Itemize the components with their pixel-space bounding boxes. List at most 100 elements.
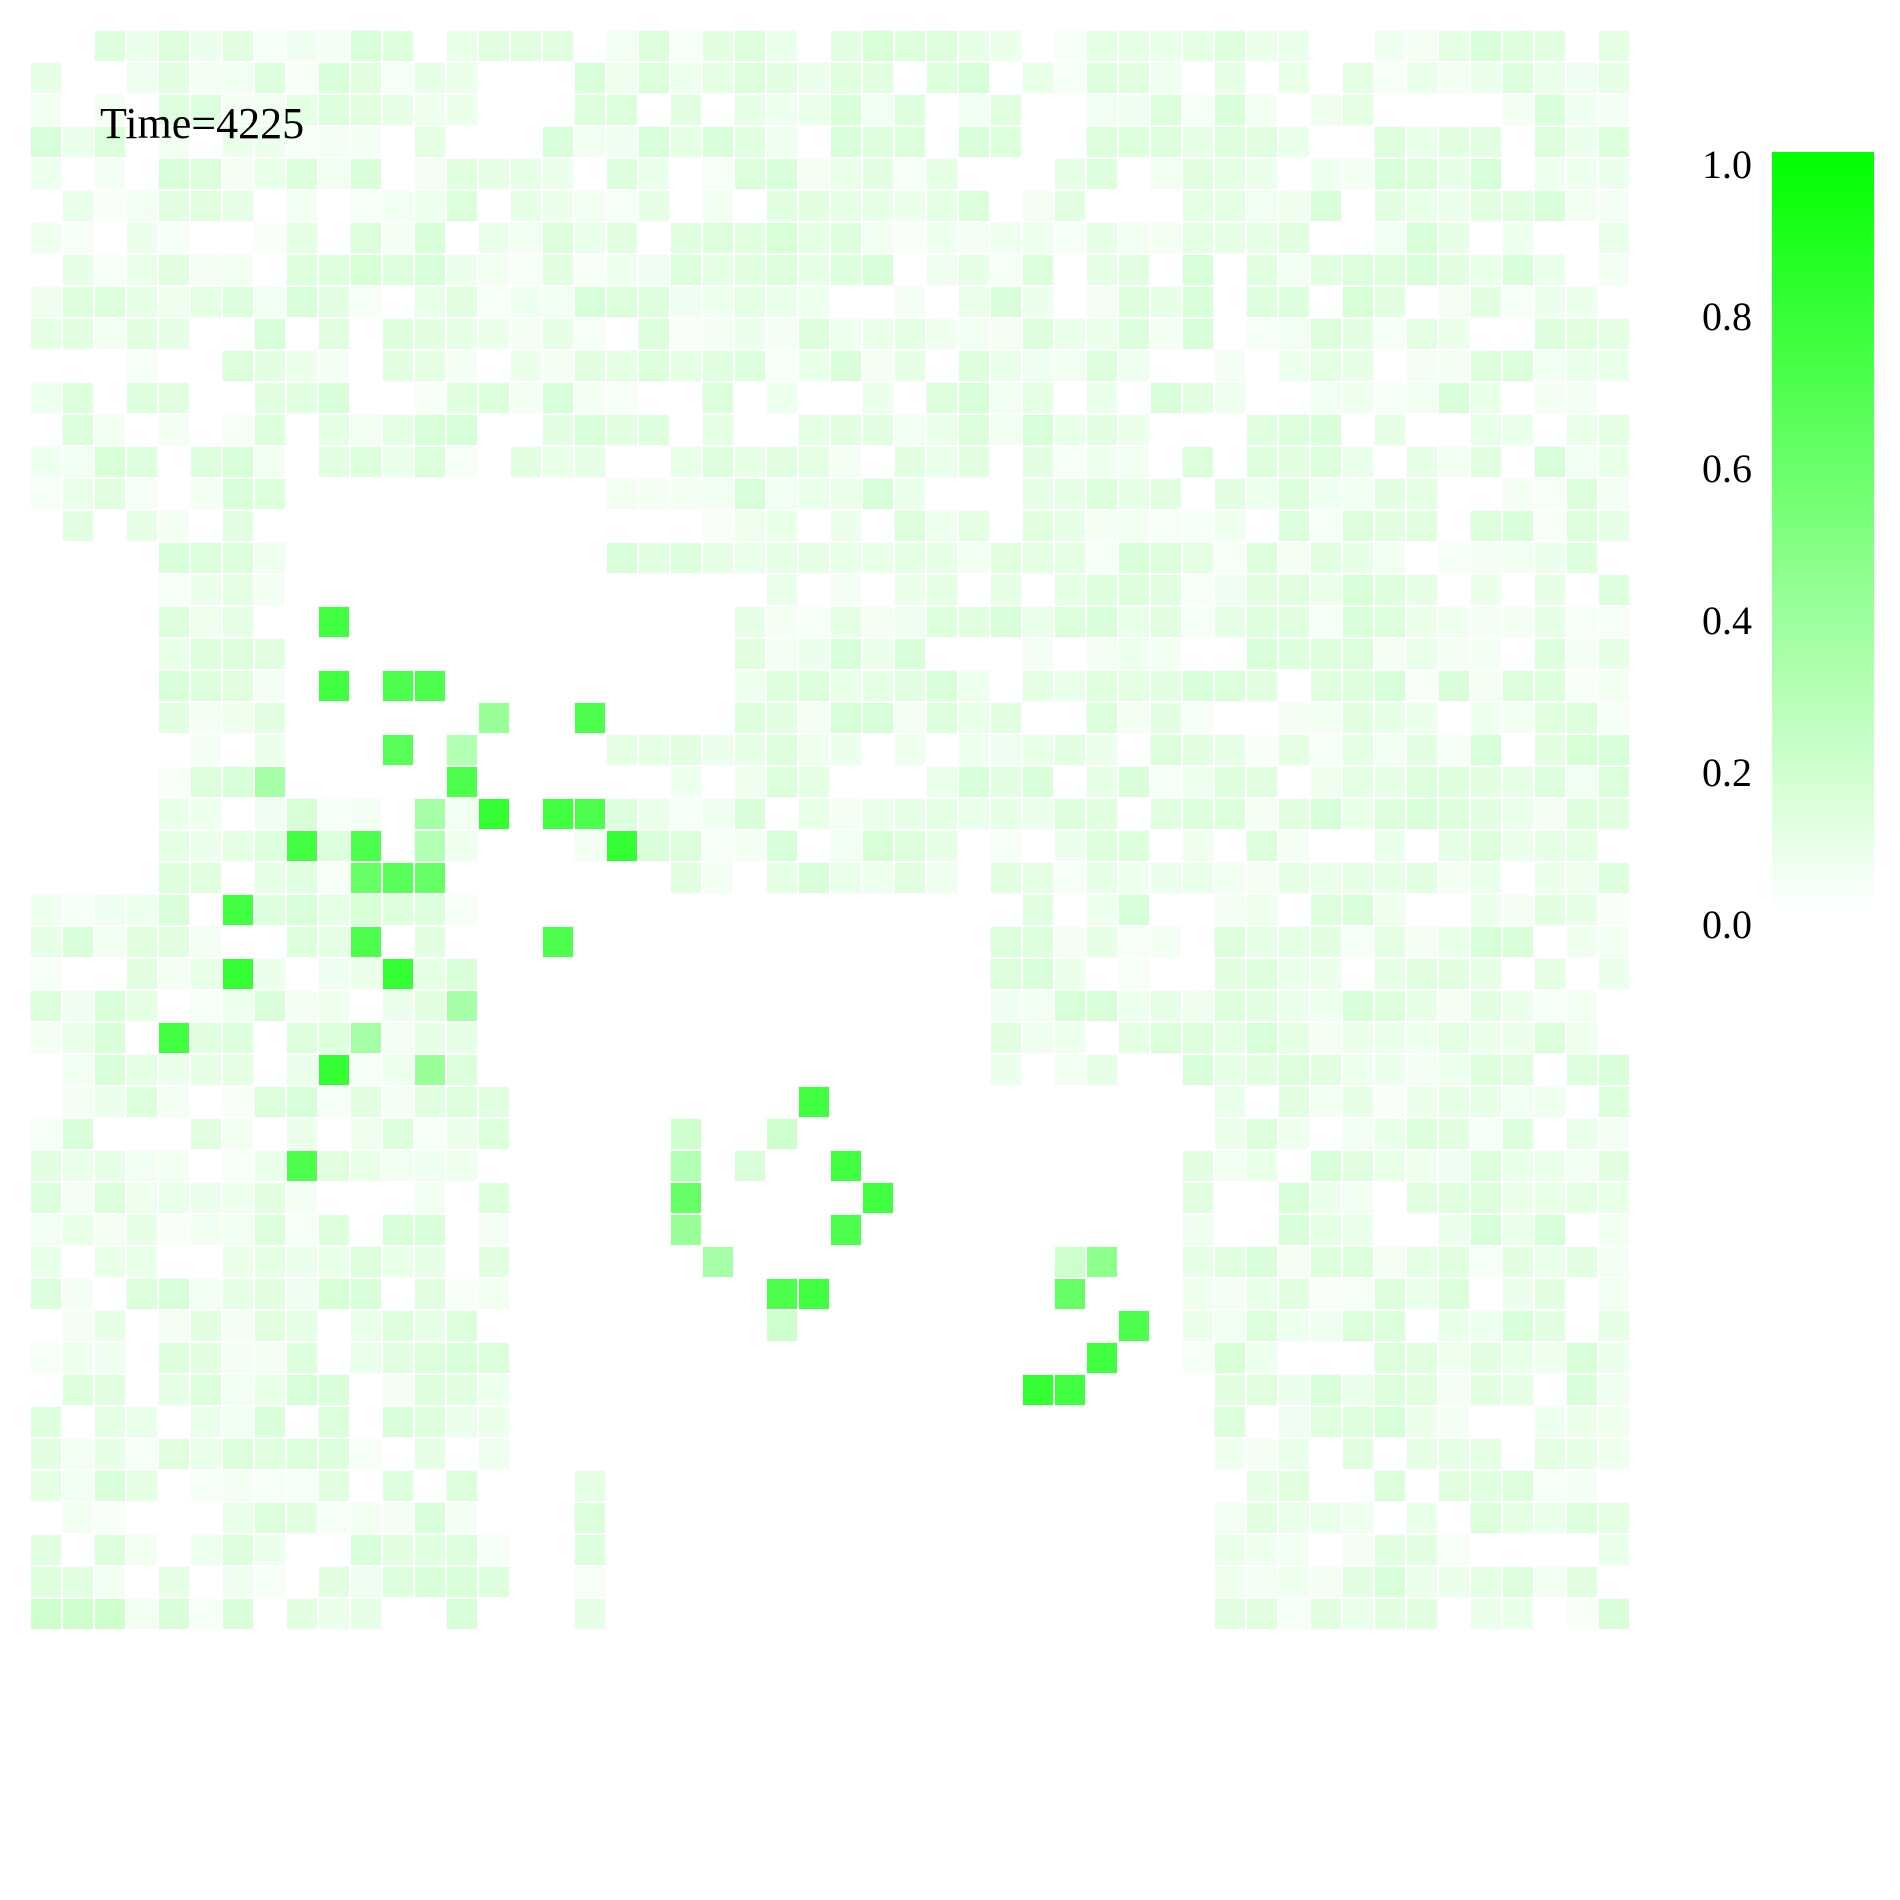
heatmap-cell — [159, 1183, 189, 1213]
heatmap-cell — [1023, 799, 1053, 829]
heatmap-cell — [319, 671, 349, 701]
heatmap-cell — [1599, 63, 1629, 93]
heatmap-cell — [1055, 1055, 1085, 1085]
heatmap-cell — [127, 1055, 157, 1085]
heatmap-cell — [1407, 1183, 1437, 1213]
heatmap-cell — [1407, 1023, 1437, 1053]
heatmap-cell — [671, 223, 701, 253]
heatmap-cell — [1023, 895, 1053, 925]
heatmap-cell — [95, 1311, 125, 1341]
heatmap-cell — [63, 1055, 93, 1085]
heatmap-cell — [31, 1183, 61, 1213]
heatmap-cell — [31, 959, 61, 989]
heatmap-cell — [383, 31, 413, 61]
heatmap-cell — [735, 127, 765, 157]
colorbar-tick-label: 0.2 — [1702, 750, 1752, 795]
heatmap-cell — [767, 191, 797, 221]
heatmap-cell — [351, 831, 381, 861]
heatmap-cell — [1151, 639, 1181, 669]
heatmap-cell — [383, 1215, 413, 1245]
heatmap-cell — [927, 799, 957, 829]
heatmap-cell — [991, 607, 1021, 637]
heatmap-cell — [319, 447, 349, 477]
heatmap-cell — [1087, 831, 1117, 861]
heatmap-cell — [1567, 831, 1597, 861]
heatmap-cell — [1375, 255, 1405, 285]
heatmap-cell — [895, 703, 925, 733]
heatmap-cell — [191, 863, 221, 893]
heatmap-cell — [95, 479, 125, 509]
heatmap-cell — [1599, 319, 1629, 349]
heatmap-cell — [127, 1279, 157, 1309]
heatmap-cell — [223, 671, 253, 701]
heatmap-cell — [447, 1471, 477, 1501]
heatmap-cell — [1439, 639, 1469, 669]
heatmap-cell — [95, 1215, 125, 1245]
heatmap-cell — [223, 1375, 253, 1405]
heatmap-cell — [1087, 479, 1117, 509]
heatmap-cell — [1567, 95, 1597, 125]
heatmap-cell — [1503, 511, 1533, 541]
heatmap-cell — [671, 1215, 701, 1245]
heatmap-cell — [1279, 831, 1309, 861]
heatmap-cell — [895, 351, 925, 381]
heatmap-cell — [223, 1535, 253, 1565]
heatmap-cell — [1439, 1023, 1469, 1053]
heatmap-cell — [927, 831, 957, 861]
heatmap-cell — [1439, 863, 1469, 893]
heatmap-cell — [1183, 223, 1213, 253]
heatmap-cell — [127, 1535, 157, 1565]
heatmap-cell — [1439, 127, 1469, 157]
heatmap-cell — [1375, 1087, 1405, 1117]
heatmap-cell — [543, 447, 573, 477]
heatmap-cell — [479, 319, 509, 349]
heatmap-cell — [63, 319, 93, 349]
heatmap-cell — [639, 799, 669, 829]
heatmap-cell — [1247, 895, 1277, 925]
heatmap-cell — [191, 575, 221, 605]
heatmap-cell — [159, 1215, 189, 1245]
heatmap-cell — [863, 319, 893, 349]
heatmap-cell — [1055, 1279, 1085, 1309]
heatmap-cell — [95, 1055, 125, 1085]
heatmap-cell — [1599, 1503, 1629, 1533]
heatmap-cell — [1535, 383, 1565, 413]
heatmap-cell — [831, 127, 861, 157]
heatmap-cell — [1535, 767, 1565, 797]
heatmap-cell — [383, 1087, 413, 1117]
heatmap-cell — [863, 415, 893, 445]
heatmap-cell — [1535, 159, 1565, 189]
heatmap-cell — [383, 735, 413, 765]
heatmap-cell — [1375, 895, 1405, 925]
heatmap-cell — [415, 927, 445, 957]
heatmap-cell — [1247, 1023, 1277, 1053]
heatmap-cell — [991, 959, 1021, 989]
heatmap-cell — [447, 1087, 477, 1117]
heatmap-cell — [575, 799, 605, 829]
heatmap-cell — [1215, 1023, 1245, 1053]
heatmap-cell — [223, 959, 253, 989]
heatmap-cell — [31, 383, 61, 413]
heatmap-cell — [1407, 1087, 1437, 1117]
heatmap-cell — [319, 895, 349, 925]
heatmap-cell — [735, 479, 765, 509]
heatmap-cell — [639, 543, 669, 573]
heatmap-cell — [63, 1439, 93, 1469]
heatmap-cell — [991, 31, 1021, 61]
heatmap-cell — [767, 607, 797, 637]
heatmap-cell — [767, 287, 797, 317]
heatmap-cell — [511, 191, 541, 221]
heatmap-cell — [255, 31, 285, 61]
heatmap-cell — [351, 95, 381, 125]
heatmap-cell — [1215, 31, 1245, 61]
heatmap-cell — [991, 927, 1021, 957]
heatmap-cell — [1535, 319, 1565, 349]
heatmap-cell — [1279, 607, 1309, 637]
heatmap-cell — [1311, 383, 1341, 413]
heatmap-cell — [383, 191, 413, 221]
heatmap-cell — [223, 895, 253, 925]
heatmap-cell — [1471, 1503, 1501, 1533]
heatmap-cell — [95, 287, 125, 317]
heatmap-cell — [1055, 863, 1085, 893]
heatmap-cell — [1567, 1343, 1597, 1373]
